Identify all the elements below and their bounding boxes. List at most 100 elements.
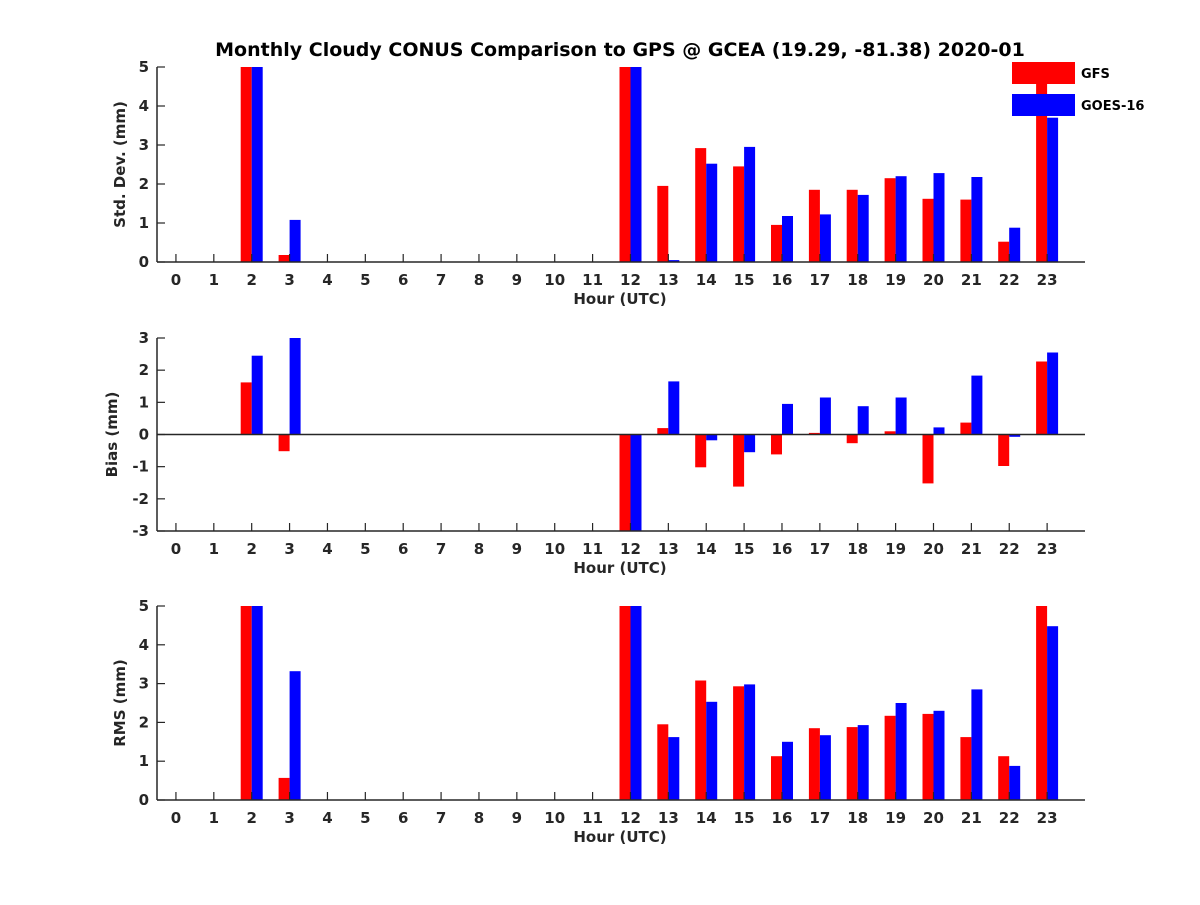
x-tick-label: 1: [209, 271, 219, 289]
bar-goes-16-hour-17: [819, 214, 831, 262]
y-tick-label: 2: [139, 713, 149, 731]
x-tick-label: 7: [436, 271, 446, 289]
bar-goes-16-hour-22: [1009, 434, 1021, 437]
bar-goes-16-hour-22: [1009, 765, 1021, 800]
y-tick-label: 1: [139, 214, 149, 232]
bar-gfs-hour-17: [808, 189, 820, 262]
x-axis-label: Hour (UTC): [573, 559, 666, 577]
y-tick-label: 0: [139, 426, 149, 444]
x-axis-label: Hour (UTC): [573, 290, 666, 308]
bar-goes-16-hour-15: [744, 684, 756, 800]
bar-goes-16-hour-3: [289, 338, 301, 435]
bar-gfs-hour-16: [771, 434, 782, 455]
y-tick-label: -1: [132, 458, 149, 476]
bar-gfs-hour-14: [695, 148, 707, 262]
bar-goes-16-hour-20: [933, 427, 945, 435]
bar-goes-16-hour-21: [971, 177, 983, 262]
x-tick-label: 0: [171, 540, 181, 558]
bar-gfs-hour-19: [884, 715, 896, 800]
x-tick-label: 6: [398, 809, 408, 827]
x-tick-label: 5: [360, 540, 370, 558]
x-tick-label: 2: [246, 809, 256, 827]
x-tick-label: 18: [847, 809, 868, 827]
x-tick-label: 12: [620, 271, 641, 289]
x-tick-label: 13: [658, 271, 679, 289]
bar-goes-16-hour-22: [1009, 227, 1021, 262]
y-tick-label: 1: [139, 393, 149, 411]
bar-gfs-hour-21: [960, 199, 972, 262]
x-tick-label: 19: [885, 540, 906, 558]
bar-gfs-hour-19: [884, 178, 896, 262]
x-tick-label: 15: [734, 271, 755, 289]
y-tick-label: 5: [139, 58, 149, 76]
bar-gfs-hour-12: [619, 434, 631, 531]
x-tick-label: 4: [322, 540, 332, 558]
x-tick-label: 10: [544, 271, 565, 289]
bar-gfs-hour-16: [771, 756, 782, 800]
bar-goes-16-hour-17: [819, 735, 831, 800]
bar-goes-16-hour-19: [895, 176, 907, 262]
x-tick-label: 22: [999, 809, 1020, 827]
x-tick-label: 2: [246, 271, 256, 289]
x-tick-label: 9: [512, 809, 522, 827]
x-tick-label: 22: [999, 540, 1020, 558]
bar-goes-16-hour-18: [857, 406, 869, 435]
bar-gfs-hour-18: [846, 434, 858, 444]
x-tick-label: 8: [474, 540, 484, 558]
x-tick-label: 20: [923, 271, 944, 289]
legend-label-goes-16: GOES-16: [1081, 99, 1144, 114]
bar-goes-16-hour-13: [668, 260, 680, 262]
x-tick-label: 4: [322, 809, 332, 827]
bar-goes-16-hour-2: [251, 606, 263, 800]
legend-label-gfs: GFS: [1081, 67, 1110, 82]
x-tick-label: 16: [772, 809, 793, 827]
bar-gfs-hour-18: [846, 189, 858, 262]
x-tick-label: 9: [512, 540, 522, 558]
x-tick-label: 8: [474, 271, 484, 289]
bar-gfs-hour-15: [733, 166, 745, 262]
legend-swatch-goes-16: [1012, 94, 1075, 116]
bar-gfs-hour-12: [619, 606, 631, 800]
bar-gfs-hour-3: [278, 434, 290, 452]
bar-goes-16-hour-23: [1047, 352, 1059, 435]
x-tick-label: 1: [209, 809, 219, 827]
y-tick-label: 4: [139, 636, 149, 654]
x-tick-label: 17: [809, 271, 830, 289]
bar-gfs-hour-21: [960, 737, 972, 800]
x-tick-label: 14: [696, 809, 717, 827]
x-tick-label: 10: [544, 540, 565, 558]
bar-goes-16-hour-18: [857, 725, 869, 800]
x-tick-label: 5: [360, 809, 370, 827]
bar-goes-16-hour-3: [289, 219, 301, 262]
bar-goes-16-hour-21: [971, 689, 983, 800]
x-tick-label: 8: [474, 809, 484, 827]
y-tick-label: 2: [139, 175, 149, 193]
x-tick-label: 21: [961, 540, 982, 558]
bar-gfs-hour-16: [771, 224, 782, 262]
bar-gfs-hour-23: [1036, 361, 1048, 435]
x-axis-label: Hour (UTC): [573, 828, 666, 846]
y-tick-label: 0: [139, 253, 149, 271]
bar-gfs-hour-23: [1036, 67, 1048, 262]
bar-goes-16-hour-15: [744, 434, 756, 453]
x-tick-label: 19: [885, 271, 906, 289]
bar-gfs-hour-2: [240, 382, 252, 435]
x-tick-label: 10: [544, 809, 565, 827]
x-tick-label: 18: [847, 540, 868, 558]
x-tick-label: 15: [734, 540, 755, 558]
x-tick-label: 15: [734, 809, 755, 827]
x-tick-label: 16: [772, 540, 793, 558]
y-tick-label: 1: [139, 752, 149, 770]
y-tick-label: 2: [139, 361, 149, 379]
x-tick-label: 11: [582, 271, 603, 289]
bar-goes-16-hour-3: [289, 671, 301, 800]
bar-gfs-hour-20: [922, 198, 934, 262]
bar-gfs-hour-20: [922, 713, 934, 800]
bar-gfs-hour-17: [808, 728, 820, 800]
x-tick-label: 3: [284, 809, 294, 827]
bar-goes-16-hour-23: [1047, 626, 1059, 800]
x-tick-label: 1: [209, 540, 219, 558]
bar-gfs-hour-2: [240, 67, 252, 262]
x-tick-label: 2: [246, 540, 256, 558]
y-tick-label: -2: [132, 490, 149, 508]
